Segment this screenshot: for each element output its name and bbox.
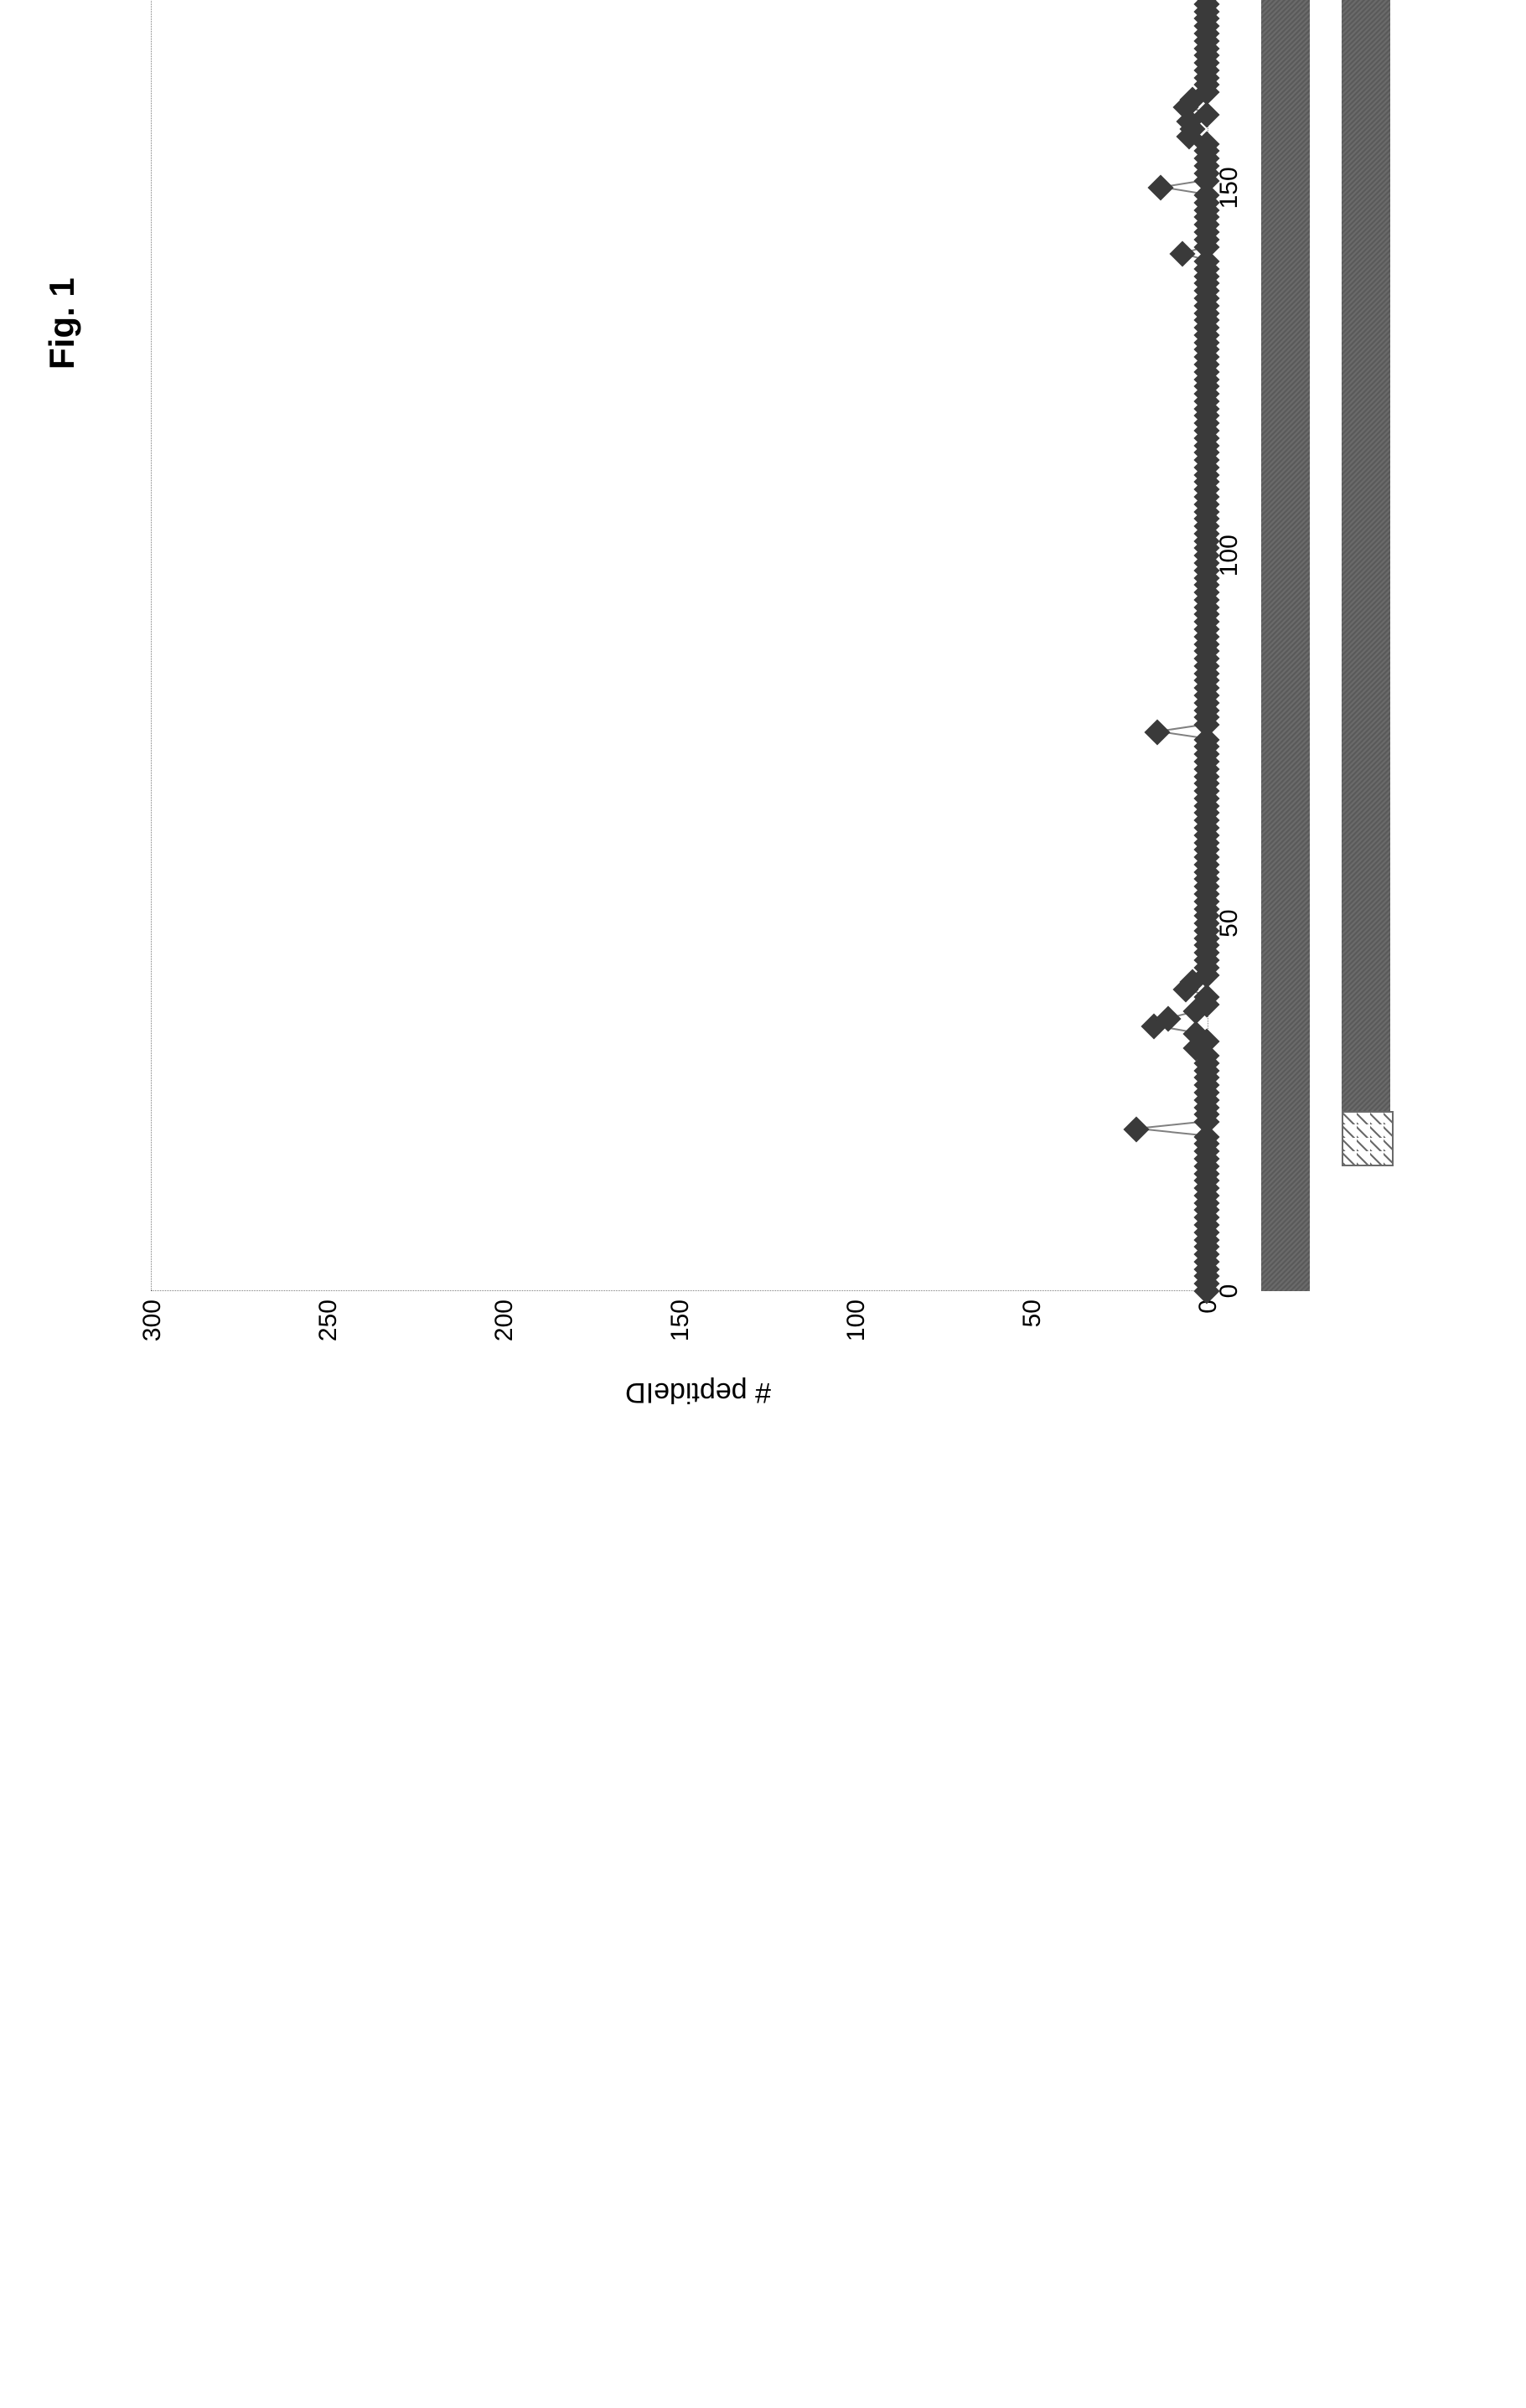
track-bar-precursor (1261, 0, 1310, 1291)
y-axis-label: # peptideID (625, 1376, 771, 1408)
y-tick-label: 300 (138, 1300, 167, 1367)
page-canvas: Fig. 1 # peptideID 050100150200250300 05… (0, 0, 1526, 1526)
track-bar-apoa1 (1342, 0, 1390, 1114)
y-tick-label: 250 (314, 1300, 343, 1367)
y-tick-label: 200 (490, 1300, 519, 1367)
series-line (152, 0, 1208, 1290)
y-tick-label: 150 (666, 1300, 695, 1367)
y-tick-label: 100 (842, 1300, 871, 1367)
track-bar-apoa1-hatched (1342, 1111, 1394, 1165)
figure-title: Fig. 1 (42, 277, 82, 369)
chart-plot-area (151, 0, 1208, 1291)
y-tick-label: 50 (1018, 1300, 1047, 1367)
x-tick-label: 150 (1215, 154, 1244, 221)
